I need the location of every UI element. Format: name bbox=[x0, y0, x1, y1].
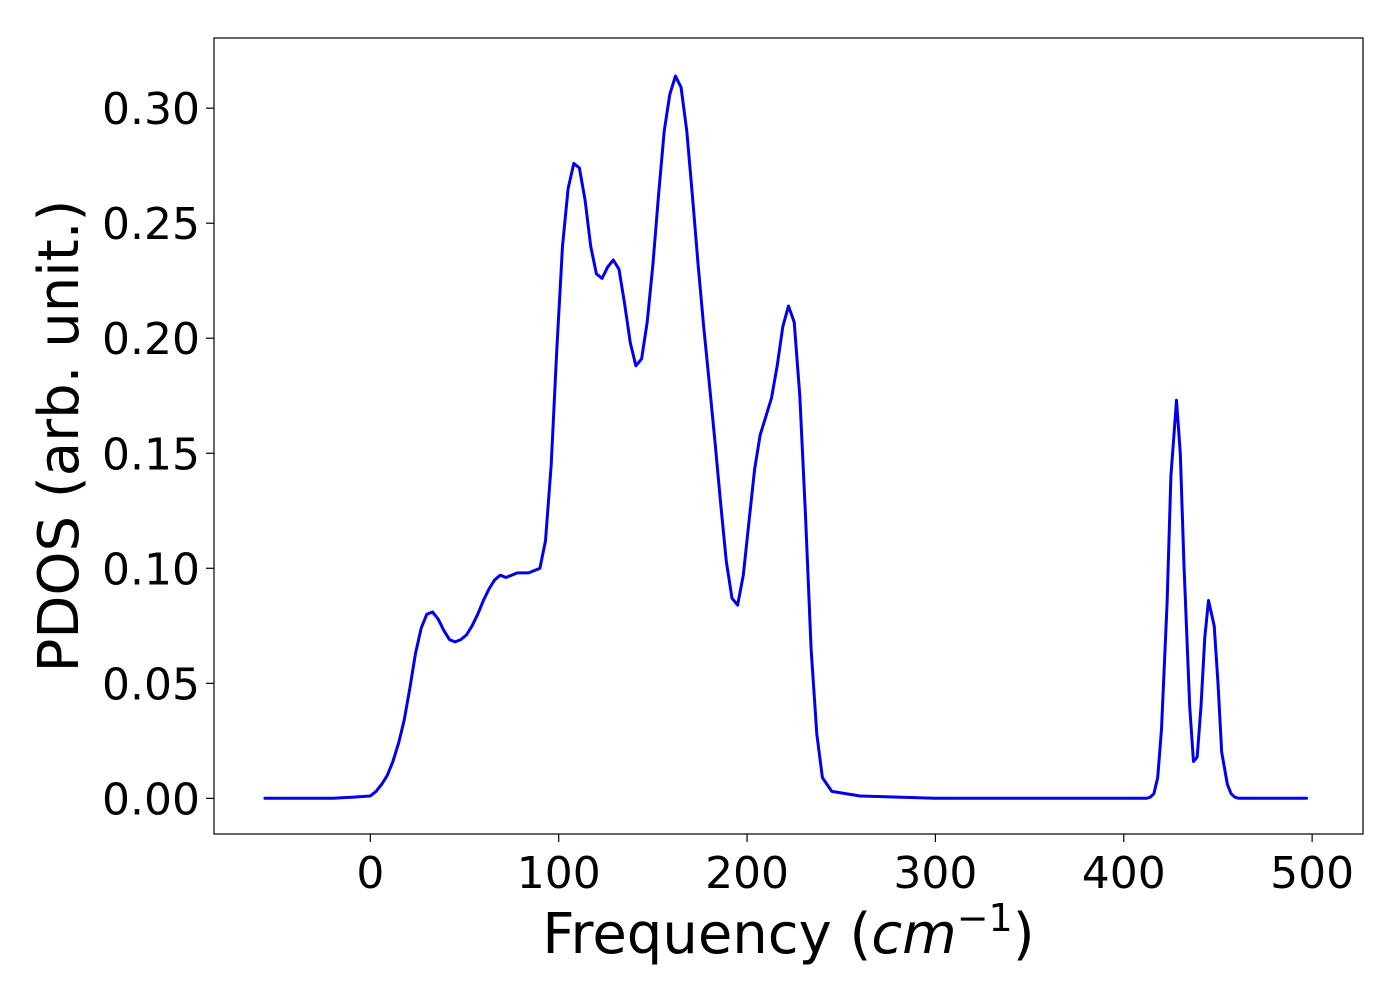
x-tick-label: 100 bbox=[517, 848, 601, 899]
series-line-pdos bbox=[263, 74, 1308, 800]
y-tick-label: 0.20 bbox=[102, 314, 200, 365]
x-tick-label: 500 bbox=[1270, 848, 1354, 899]
x-axis-title-text: Frequency ( bbox=[542, 902, 871, 967]
x-tick-label: 200 bbox=[705, 848, 789, 899]
x-axis-title-close: ) bbox=[1013, 902, 1035, 967]
y-tick-label: 0.15 bbox=[102, 429, 200, 480]
y-tick-label: 0.10 bbox=[102, 544, 200, 595]
y-tick-label: 0.05 bbox=[102, 659, 200, 710]
x-axis-title: Frequency (cm−1) bbox=[542, 896, 1034, 967]
ticks-layer bbox=[206, 107, 1313, 842]
x-axis-title-exponent: −1 bbox=[957, 896, 1013, 940]
y-axis-title: PDOS (arb. unit.) bbox=[27, 200, 92, 673]
x-tick-label: 300 bbox=[893, 848, 977, 899]
plot-frame bbox=[213, 37, 1364, 835]
tick-labels-layer: 0 100 200 300 400 500 0.00 0.05 0.10 0.15 0.20 0.25… bbox=[102, 84, 1354, 899]
x-tick-label: 400 bbox=[1082, 848, 1166, 899]
y-tick-label: 0.00 bbox=[102, 774, 200, 825]
x-tick-label: 0 bbox=[356, 848, 384, 899]
x-axis-title-unit: cm bbox=[871, 902, 956, 967]
y-tick-label: 0.25 bbox=[102, 199, 200, 250]
y-tick-label: 0.30 bbox=[102, 84, 200, 135]
